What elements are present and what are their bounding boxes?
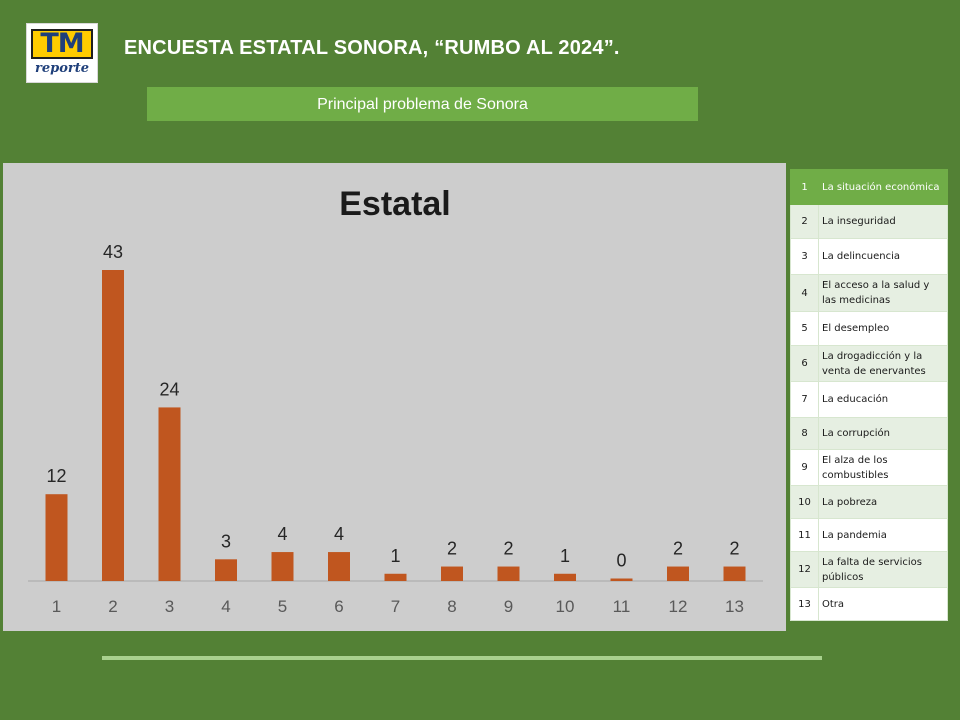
legend-row: 4 El acceso a la salud y las medicinas [790, 274, 948, 312]
bar-8 [441, 566, 463, 581]
data-label-2: 43 [103, 242, 123, 262]
legend-number: 8 [790, 417, 819, 450]
legend-row: 6 La drogadicción y la venta de enervante… [790, 345, 948, 382]
data-label-1: 12 [46, 466, 66, 486]
x-tick-label-8: 8 [447, 597, 456, 616]
page-title: ENCUESTA ESTATAL SONORA, “RUMBO AL 2024”… [124, 37, 620, 59]
legend-row: 8 La corrupción [790, 417, 948, 450]
x-tick-label-7: 7 [391, 597, 400, 616]
x-tick-label-13: 13 [725, 597, 744, 616]
legend-row: 11 La pandemia [790, 518, 948, 552]
legend-label: El alza de los combustibles [818, 449, 948, 486]
legend-row: 5 El desempleo [790, 311, 948, 346]
data-label-11: 0 [616, 551, 626, 571]
logo-mark: TM [31, 29, 93, 59]
legend-number: 10 [790, 485, 819, 519]
legend-row: 10 La pobreza [790, 485, 948, 519]
bar-2 [102, 270, 124, 581]
subtitle-banner: Principal problema de Sonora [147, 87, 698, 121]
legend-label: La corrupción [818, 417, 948, 450]
bar-6 [328, 552, 350, 581]
legend-row: 2 La inseguridad [790, 204, 948, 239]
legend-number: 5 [790, 311, 819, 346]
legend-row: 3 La delincuencia [790, 238, 948, 275]
legend-row: 9 El alza de los combustibles [790, 449, 948, 486]
legend-row: 1 La situación económica [790, 169, 948, 205]
legend-table: 1 La situación económica 2 La inseguridad 3 L… [790, 169, 948, 621]
legend-label: La inseguridad [818, 204, 948, 239]
legend-label: Otra [818, 587, 948, 621]
x-tick-label-2: 2 [108, 597, 117, 616]
legend-label: La pandemia [818, 518, 948, 552]
legend-number: 1 [790, 169, 819, 205]
data-label-10: 1 [560, 546, 570, 566]
legend-row: 12 La falta de servicios públicos [790, 551, 948, 588]
x-tick-label-4: 4 [221, 597, 230, 616]
logo-subtext: reporte [34, 61, 89, 76]
x-tick-label-9: 9 [504, 597, 513, 616]
legend-label: La pobreza [818, 485, 948, 519]
data-label-4: 3 [221, 531, 231, 551]
x-tick-label-11: 11 [613, 597, 631, 616]
x-tick-label-12: 12 [669, 597, 688, 616]
data-label-13: 2 [729, 539, 739, 559]
legend-row: 7 La educación [790, 381, 948, 418]
legend-number: 4 [790, 274, 819, 312]
x-tick-label-5: 5 [278, 597, 287, 616]
bar-1 [45, 494, 68, 581]
bar-10 [554, 573, 576, 581]
bar-9 [497, 566, 520, 581]
x-tick-label-6: 6 [334, 597, 343, 616]
chart-panel: Estatal 12 1 43 2 24 3 3 4 4 5 4 6 1 7 2 8 2 9 1 10 0 11 2 12 2 1… [3, 163, 786, 631]
data-label-5: 4 [277, 524, 287, 544]
x-tick-label-3: 3 [165, 597, 174, 616]
legend-number: 6 [790, 345, 819, 382]
bar-12 [667, 566, 689, 581]
legend-label: El desempleo [818, 311, 948, 346]
data-label-7: 1 [390, 546, 400, 566]
x-tick-label-10: 10 [556, 597, 575, 616]
legend-number: 7 [790, 381, 819, 418]
footer-divider [102, 656, 822, 660]
legend-number: 12 [790, 551, 819, 588]
bar-5 [271, 552, 294, 581]
data-label-9: 2 [503, 539, 513, 559]
legend-label: La delincuencia [818, 238, 948, 275]
legend-number: 3 [790, 238, 819, 275]
legend-label: El acceso a la salud y las medicinas [818, 274, 948, 312]
legend-number: 2 [790, 204, 819, 239]
data-label-8: 2 [447, 539, 457, 559]
data-label-12: 2 [673, 539, 683, 559]
legend-label: La situación económica [818, 169, 948, 205]
bar-7 [384, 573, 407, 581]
bar-13 [723, 566, 746, 581]
bar-11 [610, 578, 633, 581]
tm-reporte-logo: TM reporte [26, 23, 98, 83]
bar-4 [215, 559, 237, 581]
chart-title: Estatal [339, 185, 451, 223]
legend-row: 13 Otra [790, 587, 948, 621]
bar-chart: Estatal 12 1 43 2 24 3 3 4 4 5 4 6 1 7 2 8 2 9 1 10 0 11 2 12 2 1… [28, 185, 763, 616]
data-label-6: 4 [334, 524, 344, 544]
data-label-3: 24 [159, 379, 179, 399]
legend-label: La falta de servicios públicos [818, 551, 948, 588]
x-tick-label-1: 1 [52, 597, 61, 616]
bar-3 [158, 407, 181, 581]
legend-label: La educación [818, 381, 948, 418]
legend-number: 13 [790, 587, 819, 621]
legend-number: 9 [790, 449, 819, 486]
legend-label: La drogadicción y la venta de enervantes [818, 345, 948, 382]
legend-number: 11 [790, 518, 819, 552]
